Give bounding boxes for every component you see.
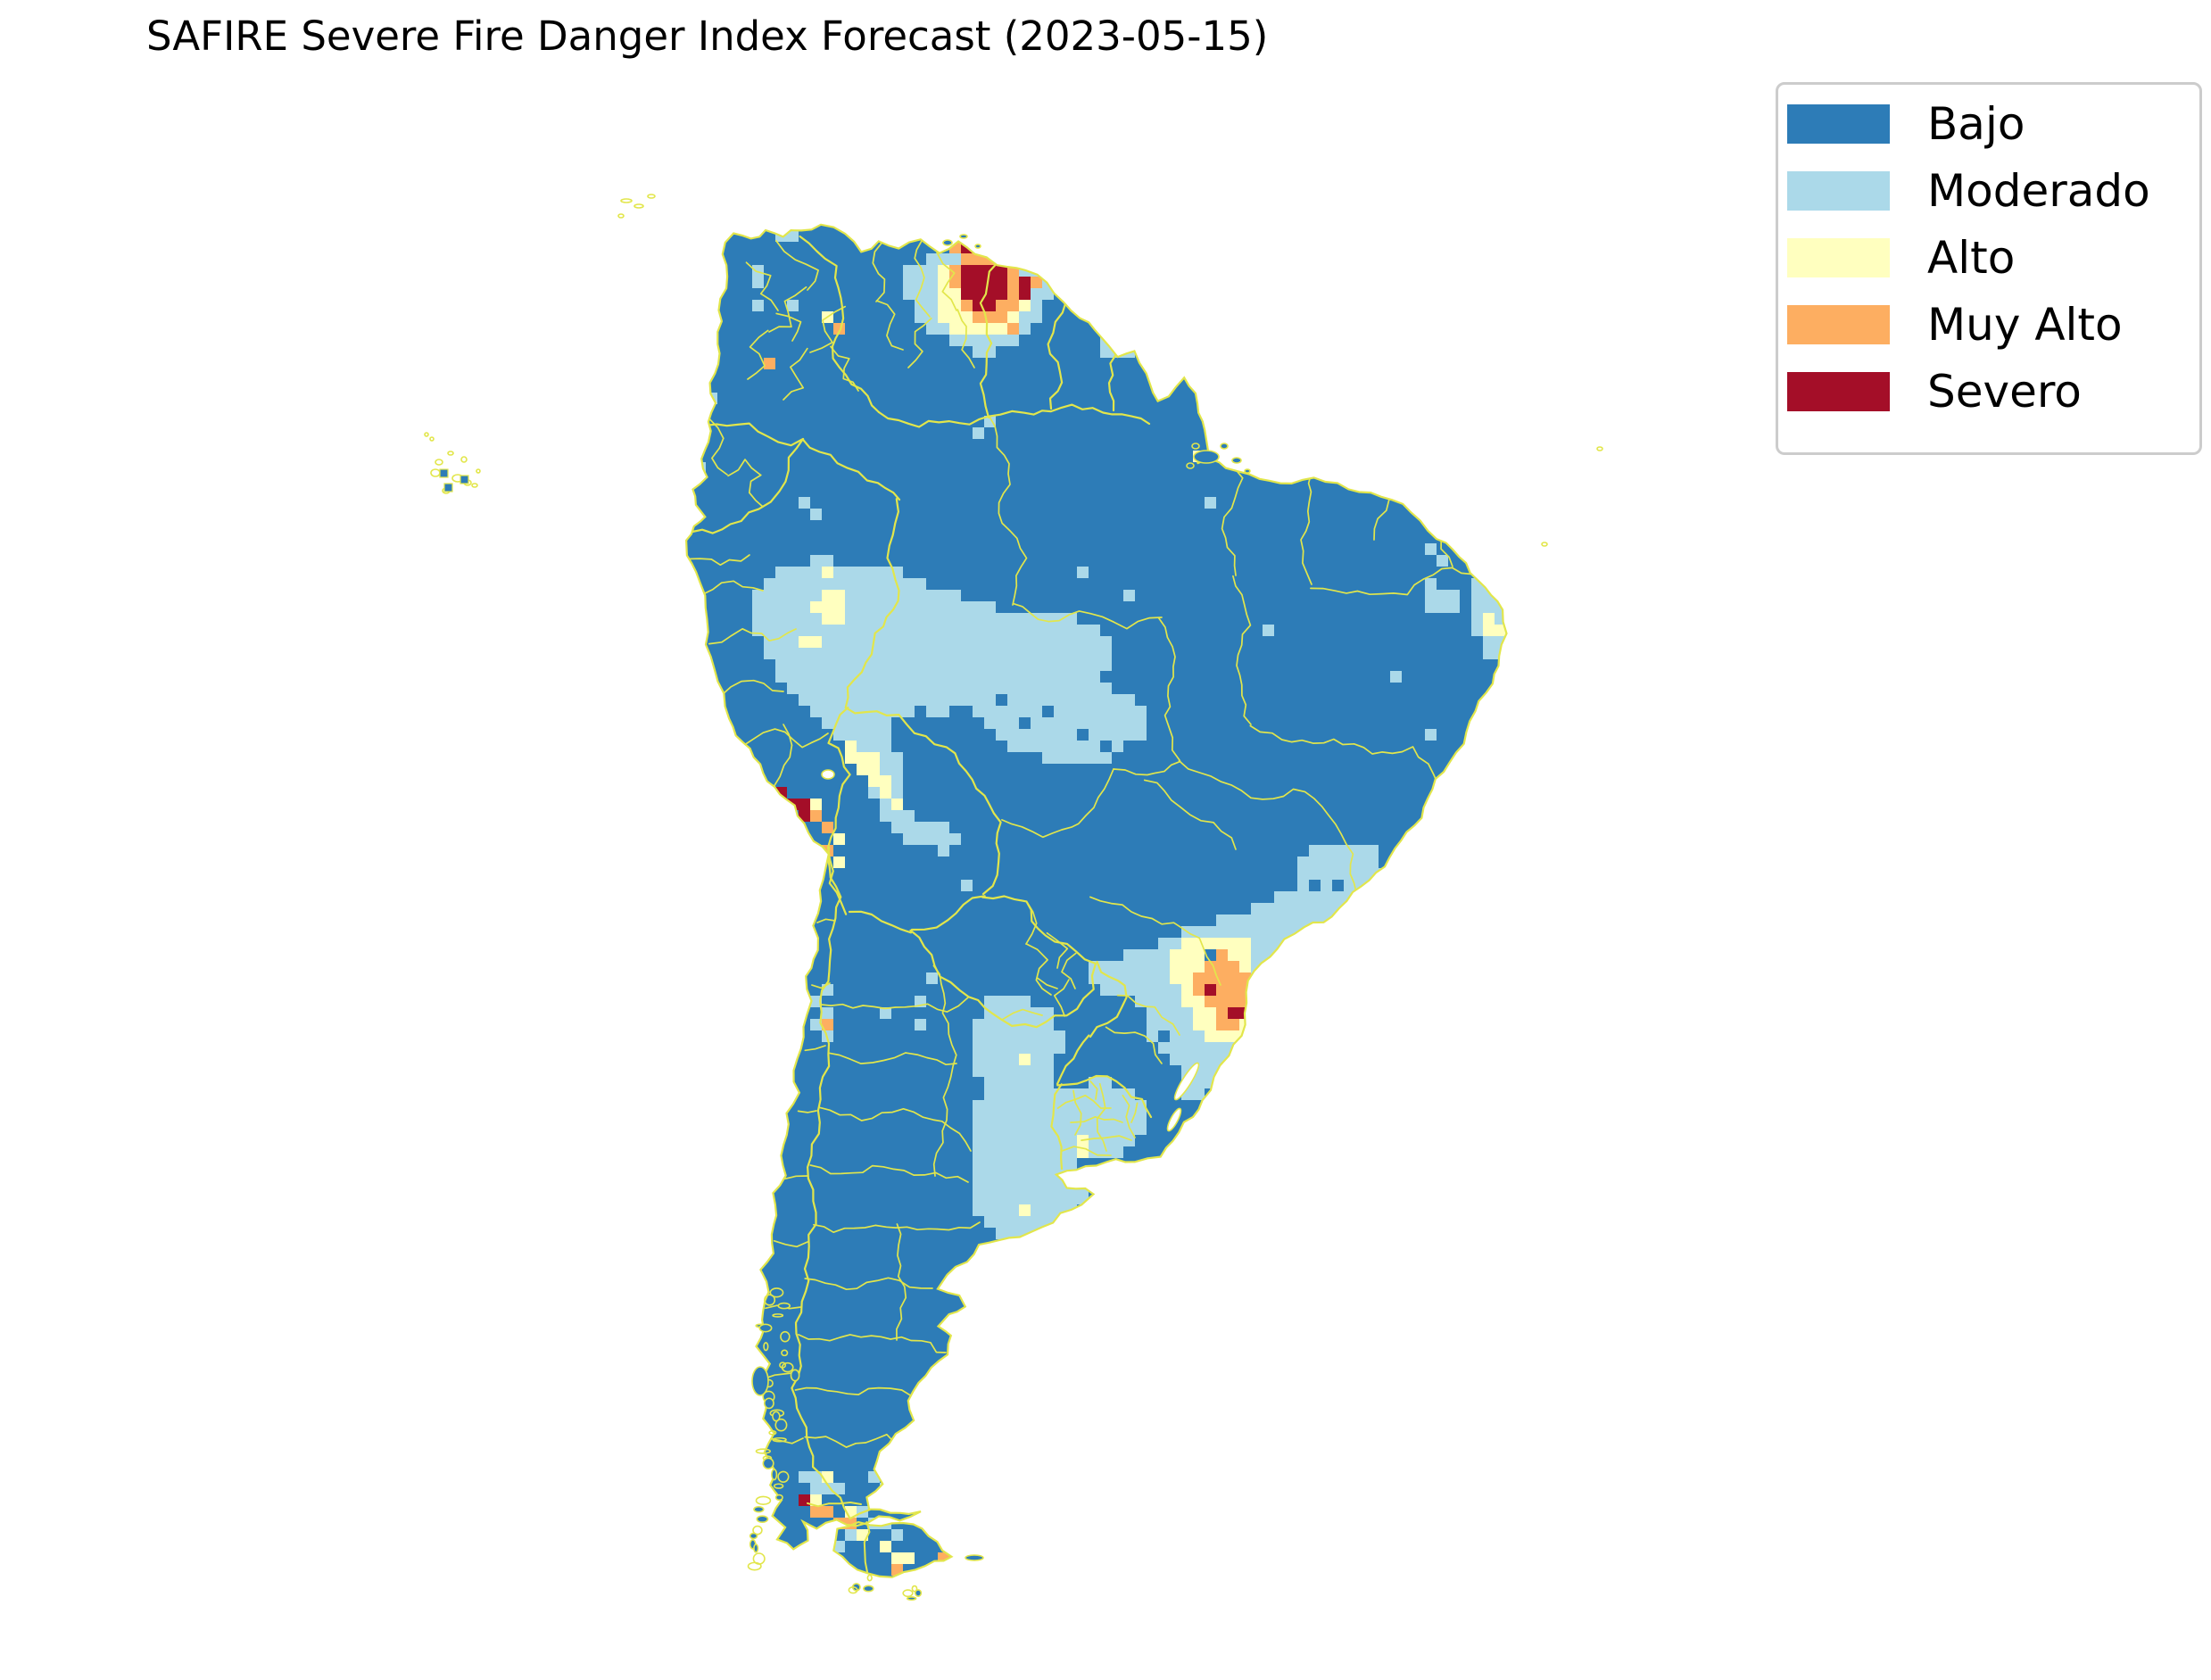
legend-item-muy-alto: Muy Alto — [1787, 291, 2199, 358]
legend-label-moderado: Moderado — [1927, 164, 2150, 217]
legend-label-alto: Alto — [1927, 231, 2016, 284]
coastline — [684, 223, 1508, 1578]
admin-borders — [686, 235, 1507, 1573]
legend-item-severo: Severo — [1787, 358, 2199, 425]
legend-swatch-muy-alto — [1787, 304, 1890, 344]
small-islands — [424, 194, 1603, 1601]
figure-title: SAFIRE Severe Fire Danger Index Forecast… — [146, 12, 1269, 60]
landmass — [686, 224, 1507, 1577]
legend: Bajo Moderado Alto Muy Alto Severo — [1776, 82, 2202, 455]
legend-item-alto: Alto — [1787, 224, 2199, 291]
legend-item-bajo: Bajo — [1787, 90, 2199, 157]
legend-swatch-severo — [1787, 371, 1890, 411]
danger-raster — [686, 230, 1506, 1576]
legend-label-severo: Severo — [1927, 365, 2082, 418]
legend-swatch-moderado — [1787, 170, 1890, 211]
legend-swatch-alto — [1787, 237, 1890, 277]
legend-item-moderado: Moderado — [1787, 157, 2199, 224]
legend-label-bajo: Bajo — [1927, 97, 2025, 150]
legend-label-muy-alto: Muy Alto — [1927, 298, 2123, 351]
legend-swatch-bajo — [1787, 103, 1890, 144]
